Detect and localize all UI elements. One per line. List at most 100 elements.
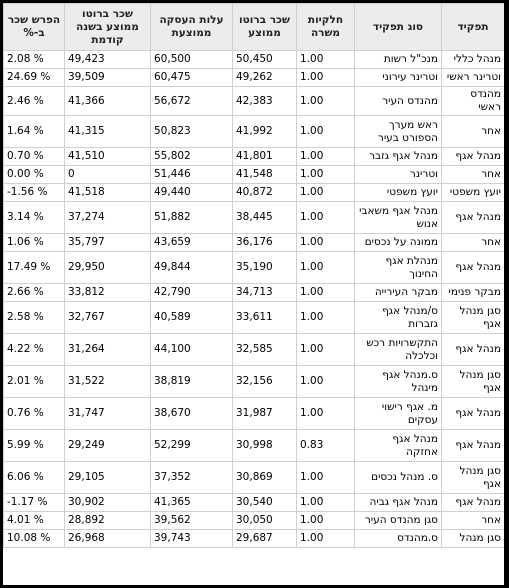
table-row: סגן מנהל ס.מהנדס 1.00 29,687 39,743 26,968 10.… bbox=[3, 529, 504, 548]
cell-role: מנהל אגף bbox=[441, 251, 504, 284]
cell-salary-diff: 0.76 % bbox=[3, 397, 65, 430]
cell-role: מנהל אגף bbox=[441, 493, 504, 512]
cell-prev-year-salary: 0 bbox=[64, 165, 151, 184]
cell-fte: 1.00 bbox=[296, 301, 355, 334]
header-prev-year-salary[interactable]: שכר ברוטו ממוצע בשנה קודמת bbox=[64, 3, 151, 51]
cell-prev-year-salary: 31,522 bbox=[64, 365, 151, 398]
cell-employment-cost: 49,844 bbox=[150, 251, 233, 284]
cell-prev-year-salary: 32,767 bbox=[64, 301, 151, 334]
cell-salary-diff: 4.22 % bbox=[3, 333, 65, 366]
cell-employment-cost: 49,440 bbox=[150, 183, 233, 202]
table-body: מנהל כללי מנכ"ל רשות 1.00 50,450 60,500 49,42… bbox=[3, 50, 504, 548]
cell-gross-salary: 35,190 bbox=[232, 251, 297, 284]
cell-fte: 1.00 bbox=[296, 68, 355, 87]
cell-fte: 1.00 bbox=[296, 461, 355, 494]
cell-employment-cost: 60,500 bbox=[150, 50, 233, 69]
cell-salary-diff: 2.01 % bbox=[3, 365, 65, 398]
cell-prev-year-salary: 35,797 bbox=[64, 233, 151, 252]
cell-employment-cost: 51,446 bbox=[150, 165, 233, 184]
cell-prev-year-salary: 29,249 bbox=[64, 429, 151, 462]
cell-gross-salary: 49,262 bbox=[232, 68, 297, 87]
cell-role: סגן מנהל אגף bbox=[441, 365, 504, 398]
cell-gross-salary: 41,548 bbox=[232, 165, 297, 184]
cell-salary-diff: 2.08 % bbox=[3, 50, 65, 69]
table-row: מנהל אגף מנהלת אגף החינוך 1.00 35,190 49,844… bbox=[3, 251, 504, 284]
cell-gross-salary: 30,540 bbox=[232, 493, 297, 512]
cell-fte: 1.00 bbox=[296, 365, 355, 398]
cell-role: מנהל אגף bbox=[441, 201, 504, 234]
table-row: מנהל אגף מנהל אגף גביה 1.00 30,540 41,365 30,… bbox=[3, 493, 504, 512]
cell-role: אחר bbox=[441, 511, 504, 530]
cell-employment-cost: 41,365 bbox=[150, 493, 233, 512]
cell-role-type: התקשרויות רכש וכלכלה bbox=[354, 333, 442, 366]
table-row: מבקר פנימי מבקר העירייה 1.00 34,713 42,790 33… bbox=[3, 283, 504, 302]
table-row: אחר ממונה על נכסים 1.00 36,176 43,659 35,797 1… bbox=[3, 233, 504, 252]
table-row: אחר וטרינר 1.00 41,548 51,446 0 0.00 % bbox=[3, 165, 504, 184]
cell-role: אחר bbox=[441, 165, 504, 184]
table-row: סגן מנהל אגף ס.מנהל אגף מינהל 1.00 32,156 38… bbox=[3, 365, 504, 398]
cell-prev-year-salary: 49,423 bbox=[64, 50, 151, 69]
cell-prev-year-salary: 41,366 bbox=[64, 86, 151, 116]
cell-salary-diff: 1.06 % bbox=[3, 233, 65, 252]
cell-role-type: מבקר העירייה bbox=[354, 283, 442, 302]
cell-role-type: יועץ משפטי bbox=[354, 183, 442, 202]
cell-prev-year-salary: 33,812 bbox=[64, 283, 151, 302]
cell-prev-year-salary: 28,892 bbox=[64, 511, 151, 530]
cell-role-type: ס. מנהל נכסים bbox=[354, 461, 442, 494]
cell-role-type: מנהל אגף אחזקה bbox=[354, 429, 442, 462]
cell-role: אחר bbox=[441, 115, 504, 148]
cell-employment-cost: 50,823 bbox=[150, 115, 233, 148]
cell-role: סגן מנהל אגף bbox=[441, 301, 504, 334]
cell-employment-cost: 40,589 bbox=[150, 301, 233, 334]
salary-table-container: תפקיד סוג תפקיד חלקיות משרה שכר ברוטו ממ… bbox=[3, 3, 504, 585]
table-row: מנהל אגף מ. אגף רישוי עסקים 1.00 31,987 38,6… bbox=[3, 397, 504, 430]
table-row: סגן מנהל אגף ס/מנהל אגף גזברות 1.00 33,611 4… bbox=[3, 301, 504, 334]
cell-role-type: מנהלת אגף החינוך bbox=[354, 251, 442, 284]
cell-role-type: מנהל אגף משאבי אנוש bbox=[354, 201, 442, 234]
header-fte[interactable]: חלקיות משרה bbox=[296, 3, 355, 51]
cell-role-type: מנהל אגף גביה bbox=[354, 493, 442, 512]
cell-salary-diff: 10.08 % bbox=[3, 529, 65, 548]
cell-gross-salary: 50,450 bbox=[232, 50, 297, 69]
header-salary-diff[interactable]: הפרש שכר ב-% bbox=[3, 3, 65, 51]
cell-fte: 1.00 bbox=[296, 201, 355, 234]
table-row: מנהל כללי מנכ"ל רשות 1.00 50,450 60,500 49,42… bbox=[3, 50, 504, 69]
table-row: מהנדס ראשי מהנדס העיר 1.00 42,383 56,672 41,3… bbox=[3, 86, 504, 116]
cell-prev-year-salary: 31,264 bbox=[64, 333, 151, 366]
cell-employment-cost: 51,882 bbox=[150, 201, 233, 234]
cell-fte: 1.00 bbox=[296, 493, 355, 512]
cell-fte: 1.00 bbox=[296, 511, 355, 530]
cell-gross-salary: 32,585 bbox=[232, 333, 297, 366]
cell-salary-diff: 6.06 % bbox=[3, 461, 65, 494]
table-row: אחר סגן מהנדס העיר 1.00 30,050 39,562 28,892 4… bbox=[3, 511, 504, 530]
cell-salary-diff: 1.64 % bbox=[3, 115, 65, 148]
cell-prev-year-salary: 31,747 bbox=[64, 397, 151, 430]
cell-fte: 1.00 bbox=[296, 529, 355, 548]
cell-prev-year-salary: 41,518 bbox=[64, 183, 151, 202]
header-employment-cost[interactable]: עלות העסקה ממוצעת bbox=[150, 3, 233, 51]
cell-role: מנהל אגף bbox=[441, 147, 504, 166]
cell-role-type: ס.מנהל אגף מינהל bbox=[354, 365, 442, 398]
cell-employment-cost: 38,819 bbox=[150, 365, 233, 398]
header-role[interactable]: תפקיד bbox=[441, 3, 504, 51]
cell-salary-diff: 24.69 % bbox=[3, 68, 65, 87]
cell-gross-salary: 34,713 bbox=[232, 283, 297, 302]
header-gross-salary[interactable]: שכר ברוטו ממוצע bbox=[232, 3, 297, 51]
cell-employment-cost: 42,790 bbox=[150, 283, 233, 302]
cell-salary-diff: 0.70 % bbox=[3, 147, 65, 166]
cell-role-type: וטרינר bbox=[354, 165, 442, 184]
cell-gross-salary: 30,869 bbox=[232, 461, 297, 494]
cell-salary-diff: 4.01 % bbox=[3, 511, 65, 530]
cell-gross-salary: 30,998 bbox=[232, 429, 297, 462]
cell-role: מנהל אגף bbox=[441, 397, 504, 430]
cell-gross-salary: 41,801 bbox=[232, 147, 297, 166]
cell-prev-year-salary: 29,950 bbox=[64, 251, 151, 284]
header-role-type[interactable]: סוג תפקיד bbox=[354, 3, 442, 51]
cell-gross-salary: 32,156 bbox=[232, 365, 297, 398]
table-row: יועץ משפטי יועץ משפטי 1.00 40,872 49,440 41,5… bbox=[3, 183, 504, 202]
cell-role-type: ס/מנהל אגף גזברות bbox=[354, 301, 442, 334]
cell-role-type: ראש מערך הספורט בעיר bbox=[354, 115, 442, 148]
cell-prev-year-salary: 37,274 bbox=[64, 201, 151, 234]
cell-gross-salary: 41,992 bbox=[232, 115, 297, 148]
cell-fte: 1.00 bbox=[296, 251, 355, 284]
